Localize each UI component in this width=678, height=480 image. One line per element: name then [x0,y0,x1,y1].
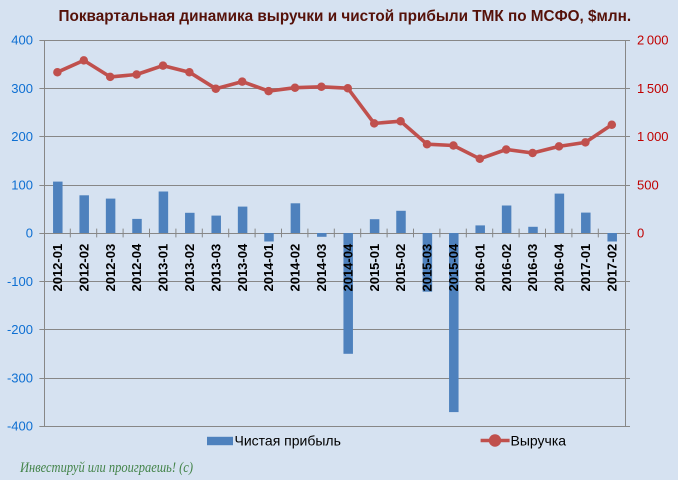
svg-text:200: 200 [11,129,33,144]
svg-text:2012-03: 2012-03 [103,244,118,292]
svg-text:2 000: 2 000 [637,33,669,48]
svg-text:2016-01: 2016-01 [472,244,487,292]
svg-text:2013-01: 2013-01 [156,244,171,292]
svg-text:Поквартальная динамика выручки: Поквартальная динамика выручки и чистой … [59,8,632,25]
svg-text:2015-01: 2015-01 [367,244,382,292]
svg-text:2012-02: 2012-02 [76,244,91,292]
svg-text:100: 100 [11,177,33,192]
svg-text:2014-01: 2014-01 [261,244,276,292]
svg-text:0: 0 [637,226,644,241]
svg-text:400: 400 [11,33,33,48]
svg-text:Чистая прибыль: Чистая прибыль [235,432,341,448]
svg-text:2015-03: 2015-03 [420,244,435,292]
svg-text:0: 0 [26,226,33,241]
svg-text:2012-01: 2012-01 [50,244,65,292]
svg-text:2016-02: 2016-02 [499,244,514,292]
svg-text:2017-01: 2017-01 [578,244,593,292]
svg-text:Инвестируй или проиграешь! (с): Инвестируй или проиграешь! (с) [19,460,193,476]
svg-text:-400: -400 [7,419,33,434]
svg-text:2017-02: 2017-02 [604,244,619,292]
svg-text:Выручка: Выручка [511,432,567,448]
svg-text:1 500: 1 500 [637,81,669,96]
svg-text:-300: -300 [7,370,33,385]
svg-text:2014-02: 2014-02 [288,244,303,292]
svg-text:-200: -200 [7,322,33,337]
svg-text:2014-04: 2014-04 [340,243,355,291]
svg-text:2016-03: 2016-03 [525,244,540,292]
svg-text:1 000: 1 000 [637,129,669,144]
svg-text:2013-03: 2013-03 [208,244,223,292]
svg-text:300: 300 [11,81,33,96]
svg-text:500: 500 [637,177,659,192]
svg-text:2016-04: 2016-04 [552,243,567,291]
svg-text:2014-03: 2014-03 [314,244,329,292]
svg-text:2013-04: 2013-04 [235,243,250,291]
svg-text:-100: -100 [7,274,33,289]
svg-text:2015-04: 2015-04 [446,243,461,291]
svg-text:2015-02: 2015-02 [393,244,408,292]
svg-text:2012-04: 2012-04 [129,243,144,291]
svg-text:2013-02: 2013-02 [182,244,197,292]
